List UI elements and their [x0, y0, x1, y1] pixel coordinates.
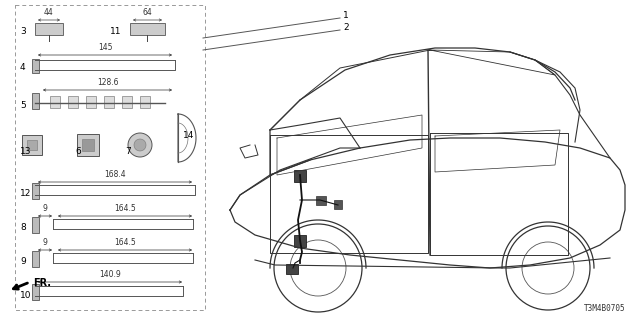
Bar [286, 264, 298, 274]
Text: 11: 11 [110, 28, 122, 36]
Text: 64: 64 [142, 8, 152, 17]
Text: 145: 145 [98, 43, 112, 52]
Text: 9: 9 [43, 238, 47, 247]
Text: 6: 6 [75, 148, 81, 156]
Text: 128.6: 128.6 [97, 78, 118, 87]
Bar [294, 170, 306, 182]
Bar [122, 96, 132, 108]
Text: 8: 8 [20, 223, 26, 233]
Bar [140, 96, 150, 108]
Text: 164.5: 164.5 [114, 238, 136, 247]
Bar [68, 96, 78, 108]
Text: 5: 5 [20, 100, 26, 109]
Text: 44: 44 [44, 8, 54, 17]
Bar [316, 196, 326, 205]
Bar [27, 140, 37, 150]
Text: 164.5: 164.5 [114, 204, 136, 213]
Text: 12: 12 [20, 188, 31, 197]
Bar [104, 96, 114, 108]
Text: T3M4B0705: T3M4B0705 [584, 304, 625, 313]
Text: 14: 14 [183, 131, 195, 140]
Bar [32, 284, 39, 300]
Bar [294, 235, 306, 247]
Bar [32, 251, 39, 267]
Bar [15, 5, 205, 310]
Text: 4: 4 [20, 63, 26, 73]
Text: 9: 9 [20, 258, 26, 267]
Bar [22, 135, 42, 155]
Bar [77, 134, 99, 156]
Bar [334, 200, 342, 209]
Bar [32, 217, 39, 233]
Text: 13: 13 [20, 148, 31, 156]
Bar [82, 139, 94, 151]
Circle shape [128, 133, 152, 157]
Bar [130, 23, 165, 35]
Bar [50, 96, 60, 108]
Text: 9: 9 [43, 204, 47, 213]
Text: FR.: FR. [33, 278, 51, 288]
Bar [86, 96, 96, 108]
Bar [35, 23, 63, 35]
Text: 10: 10 [20, 291, 31, 300]
Circle shape [134, 139, 146, 151]
Bar [32, 59, 39, 73]
Text: 3: 3 [20, 28, 26, 36]
Bar [32, 93, 39, 109]
Text: 168.4: 168.4 [104, 170, 126, 179]
Text: 7: 7 [125, 148, 131, 156]
Text: 1: 1 [343, 12, 349, 20]
Bar [32, 183, 39, 199]
Text: 140.9: 140.9 [99, 270, 121, 279]
Text: 2: 2 [343, 23, 349, 33]
